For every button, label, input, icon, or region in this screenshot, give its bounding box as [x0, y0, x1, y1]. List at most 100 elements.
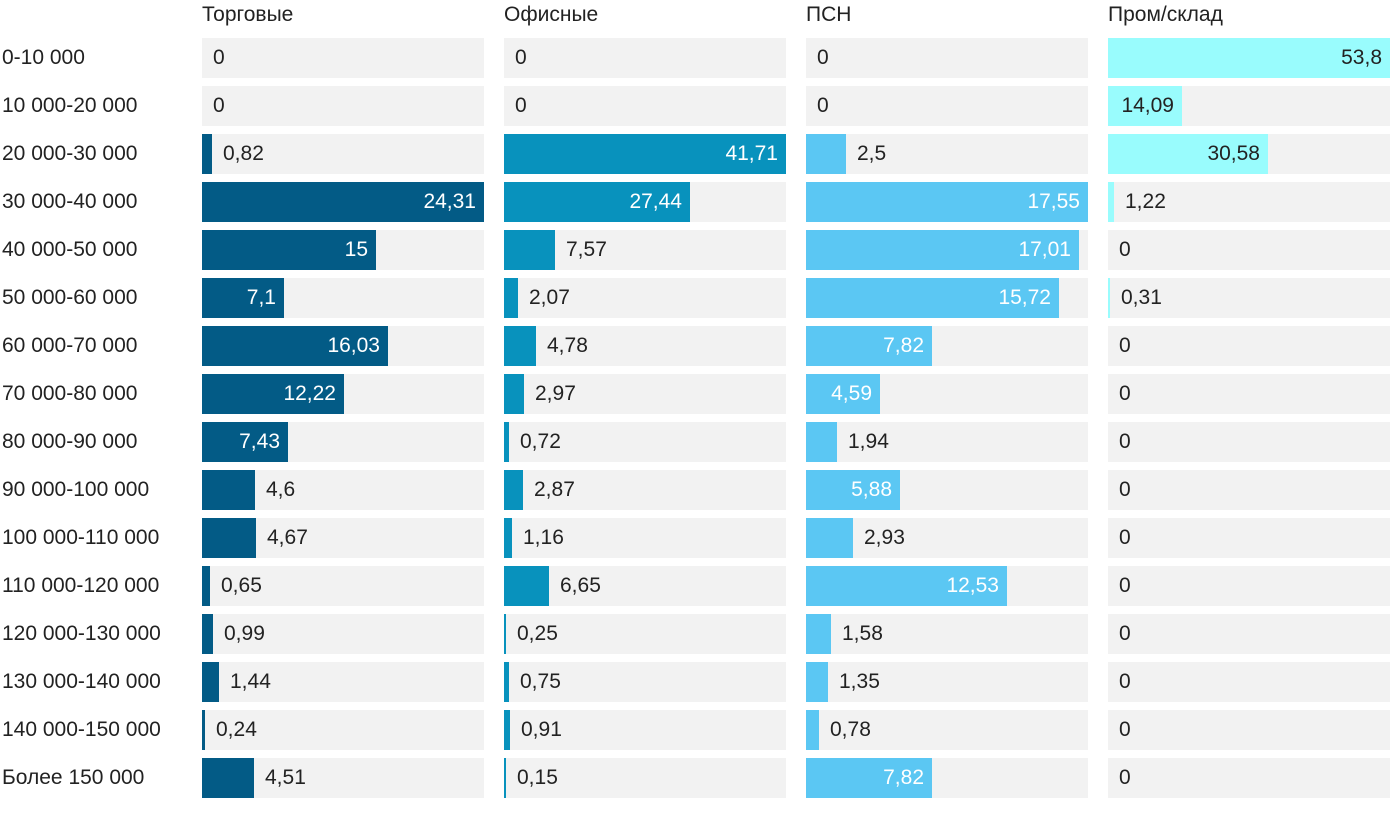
data-label: 0,72 [520, 430, 561, 453]
bar-track: 0 [504, 38, 786, 78]
bar [806, 134, 846, 174]
data-label: 4,78 [547, 334, 588, 357]
bar-track: 12,53 [806, 566, 1088, 606]
category-label: 40 000-50 000 [2, 238, 138, 261]
data-label: 0 [1119, 334, 1131, 357]
bar-track: 0 [1108, 422, 1390, 462]
category-label: 120 000-130 000 [2, 622, 161, 645]
data-label: 0 [1119, 766, 1131, 789]
bar-track: 0 [1108, 710, 1390, 750]
data-label: 6,65 [560, 574, 601, 597]
data-label: 17,01 [1018, 238, 1071, 261]
data-label: 0 [213, 94, 225, 117]
bar [806, 758, 932, 798]
bar-track: 27,44 [504, 182, 786, 222]
data-label: 0 [1119, 478, 1131, 501]
category-label: 20 000-30 000 [2, 142, 138, 165]
bar-track: 1,35 [806, 662, 1088, 702]
bar-track: 0,31 [1108, 278, 1390, 318]
bar-track: 0,72 [504, 422, 786, 462]
category-label: 50 000-60 000 [2, 286, 138, 309]
bar-track: 0 [1108, 614, 1390, 654]
bar [806, 230, 1079, 270]
bar [202, 470, 255, 510]
bar-track: 0 [1108, 566, 1390, 606]
bar-track: 15,72 [806, 278, 1088, 318]
bar [504, 230, 555, 270]
bar [806, 326, 932, 366]
data-label: 4,59 [831, 382, 872, 405]
bar-track: 1,22 [1108, 182, 1390, 222]
bar-track: 0 [806, 38, 1088, 78]
bar-track: 2,07 [504, 278, 786, 318]
data-label: 12,53 [946, 574, 999, 597]
bar [806, 374, 880, 414]
data-label: 0 [817, 94, 829, 117]
bar-track: 7,1 [202, 278, 484, 318]
category-label: 90 000-100 000 [2, 478, 150, 501]
panel-title: Офисные [504, 3, 599, 26]
bar [806, 278, 1059, 318]
data-label: 1,58 [842, 622, 883, 645]
bar-track: 0 [1108, 758, 1390, 798]
bar-track: 2,97 [504, 374, 786, 414]
bar-track: 1,44 [202, 662, 484, 702]
bar-track: 0,24 [202, 710, 484, 750]
data-label: 0 [1119, 526, 1131, 549]
data-label: 4,67 [267, 526, 308, 549]
data-label: 0,15 [517, 766, 558, 789]
bar [504, 614, 506, 654]
bar-track: 17,55 [806, 182, 1088, 222]
bar [806, 470, 900, 510]
bar-track: 4,78 [504, 326, 786, 366]
bar [202, 422, 288, 462]
bar-track: 0 [1108, 662, 1390, 702]
bar-track: 0,82 [202, 134, 484, 174]
bar [202, 662, 219, 702]
data-label: 15 [344, 238, 368, 261]
bar [504, 182, 690, 222]
bar [202, 518, 256, 558]
data-label: 0,82 [223, 142, 264, 165]
bar [202, 710, 205, 750]
data-label: 16,03 [327, 334, 380, 357]
bar-track: 5,88 [806, 470, 1088, 510]
bar-track: 0 [1108, 374, 1390, 414]
data-label: 2,97 [535, 382, 576, 405]
data-label: 41,71 [725, 142, 778, 165]
bar-track: 15 [202, 230, 484, 270]
data-label: 30,58 [1207, 142, 1260, 165]
bar-track: 6,65 [504, 566, 786, 606]
bar-track: 7,82 [806, 326, 1088, 366]
data-label: 5,88 [851, 478, 892, 501]
bar-track: 4,67 [202, 518, 484, 558]
bar-track: 0 [202, 38, 484, 78]
bar-track: 0 [1108, 470, 1390, 510]
bar-track: 17,01 [806, 230, 1088, 270]
data-label: 24,31 [423, 190, 476, 213]
bar-track: 0,25 [504, 614, 786, 654]
bar-track: 0,65 [202, 566, 484, 606]
data-label: 7,43 [239, 430, 280, 453]
data-label: 0,78 [830, 718, 871, 741]
data-label: 1,35 [839, 670, 880, 693]
data-label: 15,72 [998, 286, 1051, 309]
data-label: 7,57 [566, 238, 607, 261]
bar [806, 182, 1088, 222]
bar-track: 0 [806, 86, 1088, 126]
category-label: 130 000-140 000 [2, 670, 161, 693]
bar [504, 326, 536, 366]
data-label: 0 [213, 46, 225, 69]
bar-track: 30,58 [1108, 134, 1390, 174]
category-label: 70 000-80 000 [2, 382, 138, 405]
data-label: 53,8 [1341, 46, 1382, 69]
category-label: 110 000-120 000 [2, 574, 160, 597]
bar-track: 0,78 [806, 710, 1088, 750]
bar [504, 278, 518, 318]
bar [504, 566, 549, 606]
panel-title: Торговые [202, 3, 294, 26]
category-label: Более 150 000 [2, 766, 145, 789]
bar [806, 518, 853, 558]
category-label: 0-10 000 [2, 46, 85, 69]
data-label: 0 [1119, 670, 1131, 693]
